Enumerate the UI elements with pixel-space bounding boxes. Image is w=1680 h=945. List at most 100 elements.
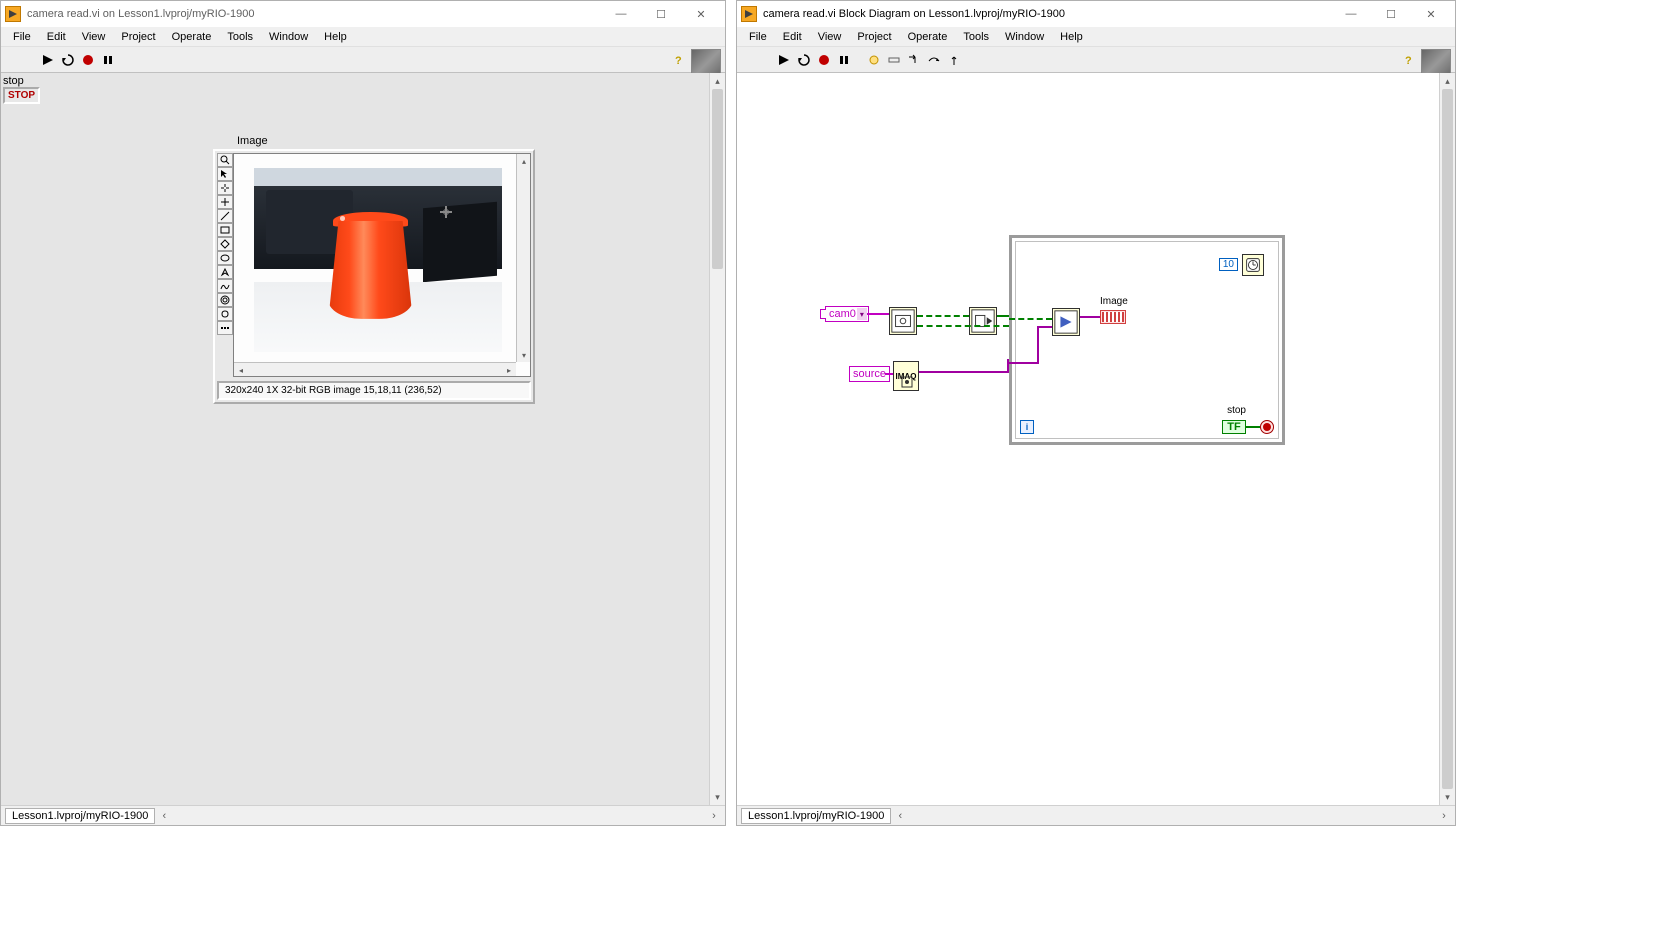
run-continuous-button[interactable] xyxy=(59,51,77,69)
menu-edit[interactable]: Edit xyxy=(39,29,74,45)
wire-create-to-loop xyxy=(919,371,1009,373)
image-cursor-icon xyxy=(440,206,452,218)
abort-button[interactable] xyxy=(815,51,833,69)
wait-ms-node[interactable] xyxy=(1242,254,1264,276)
maximize-button[interactable]: ☐ xyxy=(641,2,681,26)
menu-file[interactable]: File xyxy=(741,29,775,45)
dropdown-icon[interactable]: ▾ xyxy=(857,308,867,320)
zoom-tool-icon[interactable] xyxy=(217,153,233,167)
menu-tools[interactable]: Tools xyxy=(219,29,261,45)
status-nav-right-icon[interactable]: › xyxy=(1437,810,1451,822)
menu-project[interactable]: Project xyxy=(113,29,163,45)
pause-button[interactable] xyxy=(99,51,117,69)
image-viewport[interactable]: ▴▾ ◂▸ xyxy=(233,153,531,377)
step-over-button[interactable] xyxy=(925,51,943,69)
imaq-grab-node[interactable] xyxy=(1052,308,1080,336)
wire-open-to-config xyxy=(917,315,969,317)
minimize-button[interactable]: — xyxy=(601,2,641,26)
wire-img-to-ind xyxy=(1080,316,1100,318)
front-panel-client[interactable]: stop STOP Image xyxy=(1,73,725,805)
status-nav-left-icon[interactable]: ‹ xyxy=(893,810,907,822)
pause-button[interactable] xyxy=(835,51,853,69)
image-scrollbar-v[interactable]: ▴▾ xyxy=(516,154,530,362)
block-diagram-scrollbar[interactable]: ▴ ▾ xyxy=(1439,73,1455,805)
context-help-button[interactable]: ? xyxy=(669,51,687,69)
menu-help[interactable]: Help xyxy=(316,29,355,45)
scroll-up-icon[interactable]: ▴ xyxy=(1440,73,1455,89)
abort-button[interactable] xyxy=(79,51,97,69)
stop-control-label: stop xyxy=(3,75,24,87)
svg-text:?: ? xyxy=(675,55,682,67)
close-button[interactable]: ✕ xyxy=(1411,2,1451,26)
wire-img-inside-h1 xyxy=(1009,362,1039,364)
rect-tool-icon[interactable] xyxy=(217,223,233,237)
cam-resource-text: cam0 xyxy=(829,308,856,320)
stop-button[interactable]: STOP xyxy=(3,87,40,104)
image-scrollbar-h[interactable]: ◂▸ xyxy=(234,362,516,376)
wire-img-inside-v xyxy=(1037,326,1039,362)
front-panel-window: camera read.vi on Lesson1.lvproj/myRIO-1… xyxy=(0,0,726,826)
rotated-rect-tool-icon[interactable] xyxy=(217,237,233,251)
menu-operate[interactable]: Operate xyxy=(164,29,220,45)
imaq-open-node[interactable] xyxy=(889,307,917,335)
run-button[interactable] xyxy=(39,51,57,69)
status-nav-right-icon[interactable]: › xyxy=(707,810,721,822)
camera-image-content xyxy=(254,168,502,352)
minimize-button[interactable]: — xyxy=(1331,2,1371,26)
block-diagram-client[interactable]: 10 Image i stop TF xyxy=(737,73,1455,805)
block-diagram-statusbar: Lesson1.lvproj/myRIO-1900 ‹ › xyxy=(737,805,1455,825)
freehand-tool-icon[interactable] xyxy=(217,279,233,293)
menu-operate[interactable]: Operate xyxy=(900,29,956,45)
menu-window[interactable]: Window xyxy=(261,29,316,45)
run-continuous-button[interactable] xyxy=(795,51,813,69)
scroll-down-icon[interactable]: ▾ xyxy=(1440,789,1455,805)
menu-tools[interactable]: Tools xyxy=(955,29,997,45)
highlight-execution-button[interactable] xyxy=(865,51,883,69)
scroll-up-icon[interactable]: ▴ xyxy=(710,73,725,89)
loop-condition-terminal[interactable] xyxy=(1260,420,1274,434)
image-terminal[interactable] xyxy=(1100,310,1126,324)
step-out-button[interactable] xyxy=(945,51,963,69)
stop-terminal-text: TF xyxy=(1227,421,1240,433)
menu-view[interactable]: View xyxy=(74,29,114,45)
polygon-tool-icon[interactable] xyxy=(217,265,233,279)
pan-tool-icon[interactable] xyxy=(217,181,233,195)
wire-stop-to-cond xyxy=(1246,426,1260,428)
wire-ref-inside xyxy=(1009,318,1052,320)
point-tool-icon[interactable] xyxy=(217,195,233,209)
wait-ms-constant[interactable]: 10 xyxy=(1219,258,1238,271)
status-nav-left-icon[interactable]: ‹ xyxy=(157,810,171,822)
context-help-button[interactable]: ? xyxy=(1399,51,1417,69)
more-tools-icon[interactable] xyxy=(217,321,233,335)
labview-icon xyxy=(741,6,757,22)
close-button[interactable]: ✕ xyxy=(681,2,721,26)
wire-config-to-loop xyxy=(997,315,1009,317)
stop-terminal[interactable]: TF xyxy=(1222,420,1246,434)
iteration-terminal[interactable]: i xyxy=(1020,420,1034,434)
menu-file[interactable]: File xyxy=(5,29,39,45)
front-panel-scrollbar[interactable]: ▴ ▾ xyxy=(709,73,725,805)
imaq-configure-node[interactable] xyxy=(969,307,997,335)
source-constant[interactable]: source xyxy=(849,366,890,382)
status-project-path: Lesson1.lvproj/myRIO-1900 xyxy=(5,808,155,824)
pointer-tool-icon[interactable] xyxy=(217,167,233,181)
closed-freehand-tool-icon[interactable] xyxy=(217,307,233,321)
menu-project[interactable]: Project xyxy=(849,29,899,45)
menu-view[interactable]: View xyxy=(810,29,850,45)
step-into-button[interactable] xyxy=(905,51,923,69)
line-tool-icon[interactable] xyxy=(217,209,233,223)
front-panel-toolbar: ? xyxy=(1,47,725,73)
while-loop[interactable]: 10 Image i stop TF xyxy=(1009,235,1285,445)
cam-resource-constant[interactable]: cam0 ▾ xyxy=(825,306,869,322)
annulus-tool-icon[interactable] xyxy=(217,293,233,307)
run-button[interactable] xyxy=(775,51,793,69)
maximize-button[interactable]: ☐ xyxy=(1371,2,1411,26)
menu-edit[interactable]: Edit xyxy=(775,29,810,45)
menu-help[interactable]: Help xyxy=(1052,29,1091,45)
scroll-down-icon[interactable]: ▾ xyxy=(710,789,725,805)
oval-tool-icon[interactable] xyxy=(217,251,233,265)
menu-window[interactable]: Window xyxy=(997,29,1052,45)
retain-wire-values-button[interactable] xyxy=(885,51,903,69)
camera-image xyxy=(254,168,502,352)
imaq-create-node[interactable]: IMAQ xyxy=(893,361,919,391)
